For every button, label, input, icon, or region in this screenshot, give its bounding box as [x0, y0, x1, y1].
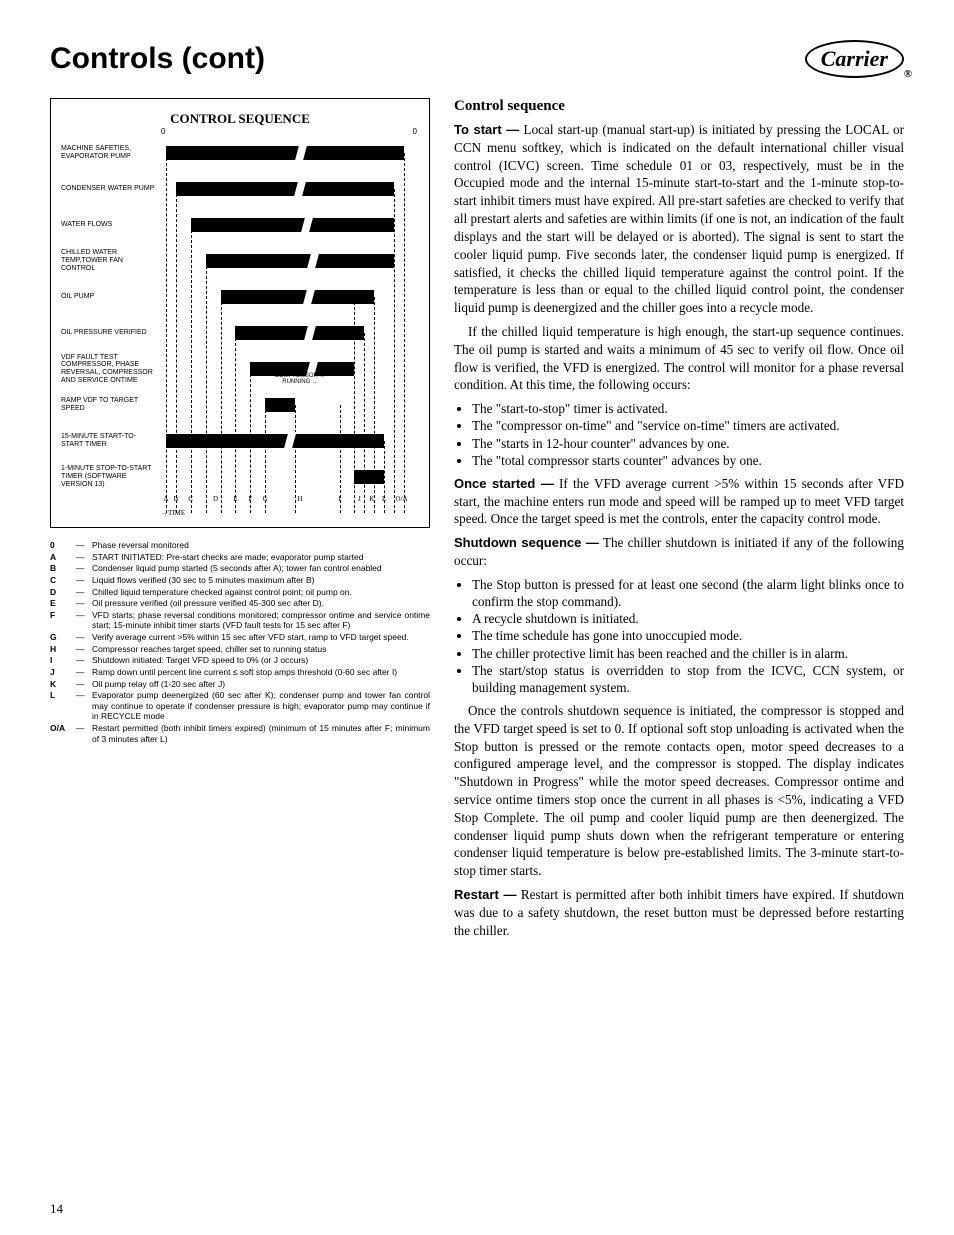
para-2: If the chilled liquid temperature is hig… [454, 323, 904, 394]
axis-label: A [163, 495, 168, 503]
bullet-item: The Stop button is pressed for at least … [472, 576, 904, 610]
axis-label: F [248, 495, 252, 503]
gantt-row: OIL PRESSURE VERIFIED [61, 315, 419, 351]
gantt-row-label: 1-MINUTE STOP-TO-START TIMER (SOFTWARE V… [61, 465, 161, 488]
gantt-row: RAMP VDF TO TARGET SPEED [61, 387, 419, 423]
gantt-row-label: CHILLED WATER TEMP,TOWER FAN CONTROL [61, 249, 161, 272]
gantt-row-label: MACHINE SAFETIES, EVAPORATOR PUMP [61, 145, 161, 160]
bullet-item: The "start-to-stop" timer is activated. [472, 400, 904, 417]
legend-row: F—VFD starts; phase reversal conditions … [50, 610, 430, 631]
gantt-bar [265, 398, 295, 412]
gantt-bar [191, 218, 394, 232]
gantt-bar [206, 254, 394, 268]
legend-row: B—Condenser liquid pump started (5 secon… [50, 563, 430, 574]
gantt-bar [176, 182, 394, 196]
bullet-item: The time schedule has gone into unoccupi… [472, 627, 904, 644]
para-shutdown-2: Once the controls shutdown sequence is i… [454, 702, 904, 880]
legend-row: O/A—Restart permitted (both inhibit time… [50, 723, 430, 744]
gantt-row: 1-MINUTE STOP-TO-START TIMER (SOFTWARE V… [61, 459, 419, 495]
gantt-row: WATER FLOWS [61, 207, 419, 243]
gantt-row-label: CONDENSER WATER PUMP [61, 185, 161, 193]
legend-row: E—Oil pressure verified (oil pressure ve… [50, 598, 430, 609]
gantt-bar [166, 434, 384, 448]
axis-label: I [338, 495, 340, 503]
gantt-row: OIL PUMP [61, 279, 419, 315]
logo: Carrier [805, 40, 904, 78]
to-start-text: Local start-up (manual start-up) is init… [454, 122, 904, 315]
gantt-row-label: OIL PUMP [61, 293, 161, 301]
restart-label: Restart — [454, 887, 516, 902]
axis-label: E [233, 495, 237, 503]
body-text: Control sequence To start — Local start-… [454, 98, 904, 946]
legend-row: L—Evaporator pump deenergized (60 sec af… [50, 690, 430, 722]
gantt-row-label: VDF FAULT TEST COMPRESSOR, PHASE REVERSA… [61, 354, 161, 385]
bullets-shutdown: The Stop button is pressed for at least … [454, 576, 904, 696]
gantt-row-label: OIL PRESSURE VERIFIED [61, 329, 161, 337]
axis-label: J [358, 495, 361, 503]
shutdown-label: Shutdown sequence — [454, 535, 599, 550]
legend-row: C—Liquid flows verified (30 sec to 5 min… [50, 575, 430, 586]
gantt-row-label: 15-MINUTE START-TO-START TIMER [61, 433, 161, 448]
time-arrow: →TIME [161, 509, 419, 517]
axis-label: H [297, 495, 302, 503]
gantt-bar [221, 290, 375, 304]
page-title: Controls (cont) [50, 42, 265, 76]
restart-text: Restart is permitted after both inhibit … [454, 887, 904, 938]
axis-label: L [382, 495, 386, 503]
axis-label: K [369, 495, 374, 503]
bullets-start: The "start-to-stop" timer is activated.T… [454, 400, 904, 469]
page-number: 14 [50, 1201, 63, 1217]
compressor-running-label: COMPRESSOR ← RUNNING → [270, 373, 330, 385]
bullet-item: A recycle shutdown is initiated. [472, 610, 904, 627]
axis-label: C [188, 495, 193, 503]
gantt-row: 15-MINUTE START-TO-START TIMER [61, 423, 419, 459]
chart-title: CONTROL SEQUENCE [61, 111, 419, 127]
bullet-item: The "starts in 12-hour counter" advances… [472, 435, 904, 452]
legend-row: D—Chilled liquid temperature checked aga… [50, 587, 430, 598]
gantt-row: MACHINE SAFETIES, EVAPORATOR PUMP [61, 135, 419, 171]
axis-label: G [263, 495, 268, 503]
legend-row: K—Oil pump relay off (1-20 sec after J) [50, 679, 430, 690]
gantt-bar [166, 146, 404, 160]
gantt-row: CHILLED WATER TEMP,TOWER FAN CONTROL [61, 243, 419, 279]
gantt-bar [354, 470, 384, 484]
legend-row: J—Ramp down until percent line current ≤… [50, 667, 430, 678]
gantt-bar [235, 326, 364, 340]
bullet-item: The "total compressor starts counter" ad… [472, 452, 904, 469]
legend-row: H—Compressor reaches target speed, chill… [50, 644, 430, 655]
gantt-row: CONDENSER WATER PUMP [61, 171, 419, 207]
bullet-item: The "compressor on-time" and "service on… [472, 417, 904, 434]
axis-label: B [174, 495, 179, 503]
gantt-row: VDF FAULT TEST COMPRESSOR, PHASE REVERSA… [61, 351, 419, 387]
to-start-label: To start — [454, 122, 519, 137]
gantt-row-label: WATER FLOWS [61, 221, 161, 229]
legend-row: I—Shutdown initiated: Target VFD speed t… [50, 655, 430, 666]
bullet-item: The chiller protective limit has been re… [472, 645, 904, 662]
section-heading: Control sequence [454, 98, 904, 115]
gantt-row-label: RAMP VDF TO TARGET SPEED [61, 397, 161, 412]
bullet-item: The start/stop status is overridden to s… [472, 662, 904, 696]
legend-row: 0—Phase reversal monitored [50, 540, 430, 551]
legend-row: G—Verify average current >5% within 15 s… [50, 632, 430, 643]
control-sequence-chart: CONTROL SEQUENCE 0 0 MACHINE SAFETIES, E… [50, 98, 430, 528]
axis-label: O/A [396, 495, 408, 503]
chart-legend: 0—Phase reversal monitoredA—START INITIA… [50, 540, 430, 744]
once-started-label: Once started — [454, 476, 554, 491]
axis-label: D [213, 495, 218, 503]
legend-row: A—START INITIATED: Pre-start checks are … [50, 552, 430, 563]
